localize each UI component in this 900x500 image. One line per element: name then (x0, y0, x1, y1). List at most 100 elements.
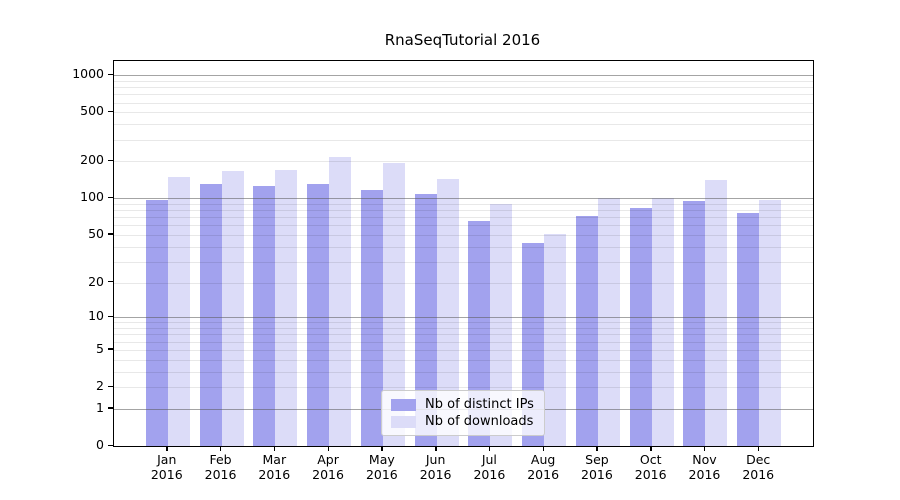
bar (253, 185, 276, 446)
bar (382, 162, 405, 446)
y-tick (108, 348, 113, 350)
x-tick-label: Nov 2016 (674, 452, 734, 482)
gridline-minor (114, 139, 813, 141)
x-tick-year: 2016 (150, 467, 183, 482)
y-tick (108, 407, 113, 409)
bar (683, 201, 706, 446)
x-tick-month: Dec (746, 452, 771, 467)
x-tick (757, 446, 760, 451)
x-tick-year: 2016 (312, 467, 344, 482)
x-tick-year: 2016 (688, 467, 721, 482)
x-tick-month: Apr (317, 452, 339, 467)
x-tick-year: 2016 (365, 467, 398, 482)
x-tick-month: Jul (481, 452, 497, 467)
bar (468, 221, 491, 446)
gridline-minor (114, 225, 813, 227)
x-tick (273, 446, 276, 451)
x-tick-month: Feb (209, 452, 232, 467)
x-tick-year: 2016 (527, 467, 560, 482)
x-tick (327, 446, 329, 451)
bar (199, 184, 222, 446)
gridline-minor (114, 87, 813, 89)
y-tick (108, 385, 113, 387)
x-tick-label: Jun 2016 (406, 452, 466, 482)
gridline-minor (114, 80, 813, 82)
bar (436, 178, 459, 446)
legend-entry: Nb of downloads (391, 413, 534, 430)
x-tick (220, 446, 222, 451)
bar (221, 170, 244, 446)
gridline-major (114, 75, 813, 77)
gridline-minor (114, 102, 813, 104)
y-tick-label: 200 (80, 152, 104, 168)
gridline-minor (114, 322, 813, 324)
x-tick-label: May 2016 (352, 452, 412, 482)
gridline-minor (114, 359, 813, 361)
bar (575, 215, 598, 446)
x-tick (488, 446, 491, 451)
x-tick-month: Aug (530, 452, 556, 467)
x-tick-month: Nov (692, 452, 717, 467)
gridline-minor (114, 371, 813, 373)
bar (651, 198, 674, 446)
x-tick-month: Sep (585, 452, 609, 467)
plot-area (113, 60, 814, 447)
x-tick-year: 2016 (204, 467, 237, 482)
gridline-minor (114, 349, 813, 351)
gridline-minor (114, 282, 813, 284)
gridline-minor (114, 246, 813, 248)
x-tick (596, 446, 598, 451)
x-tick-year: 2016 (634, 467, 667, 482)
x-tick-month: Jun (425, 452, 446, 467)
bar (759, 199, 782, 446)
bar (629, 208, 652, 446)
legend-swatch-downloads (391, 415, 416, 428)
y-tick-label: 10 (88, 308, 104, 324)
gridline-major (114, 317, 813, 319)
gridline-minor (114, 112, 813, 114)
gridline-minor (114, 124, 813, 126)
x-tick-label: Jan 2016 (137, 452, 197, 482)
y-tick-label: 5 (96, 340, 104, 356)
y-tick-label: 100 (80, 189, 104, 205)
bar (490, 204, 513, 446)
bar (307, 183, 330, 446)
gridline-minor (114, 94, 813, 96)
x-tick (166, 446, 168, 451)
x-tick-year: 2016 (419, 467, 452, 482)
y-tick-label: 2 (96, 378, 104, 394)
x-tick (650, 446, 652, 451)
chart-title: RnaSeqTutorial 2016 (384, 31, 541, 49)
bar (329, 157, 352, 446)
gridline-minor (114, 387, 813, 389)
bar (597, 198, 620, 446)
x-tick-year: 2016 (742, 467, 775, 482)
gridline-minor (114, 161, 813, 163)
x-tick-month: Jan (157, 452, 177, 467)
x-tick-label: Oct 2016 (621, 452, 681, 482)
x-tick-label: Jul 2016 (459, 452, 519, 482)
y-tick (108, 73, 113, 76)
x-tick-year: 2016 (258, 467, 291, 482)
x-tick-month: Mar (262, 452, 287, 467)
x-tick-year: 2016 (581, 467, 613, 482)
bar (737, 212, 760, 446)
gridline-minor (114, 328, 813, 330)
y-tick (108, 233, 113, 235)
x-tick-label: Sep 2016 (567, 452, 627, 482)
y-tick (108, 281, 113, 283)
gridline-minor (114, 210, 813, 212)
gridline-major (114, 198, 813, 200)
gridline-minor (114, 234, 813, 236)
y-tick-label: 500 (80, 103, 104, 119)
bar (167, 176, 190, 446)
gridline-minor (114, 334, 813, 336)
y-tick-label: 1000 (72, 66, 104, 82)
legend-label: Nb of downloads (425, 414, 534, 429)
x-tick (703, 446, 706, 451)
gridline-minor (114, 217, 813, 219)
x-tick-year: 2016 (473, 467, 506, 482)
bar (414, 194, 437, 446)
x-tick (381, 446, 383, 451)
